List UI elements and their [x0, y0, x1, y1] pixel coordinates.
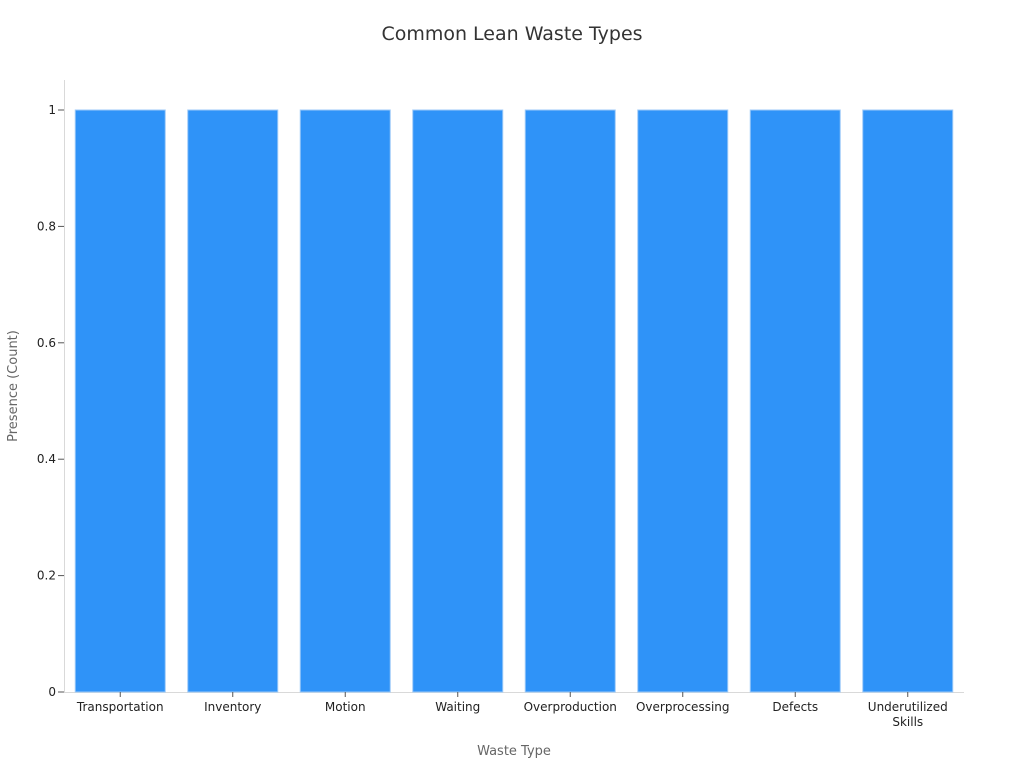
- x-axis-ticks: Transportation Inventory Motion Waiting Over…: [76, 692, 948, 729]
- x-tick-label: Waiting: [435, 700, 480, 714]
- x-tick-label-line: Skills: [892, 715, 923, 729]
- x-tick-label-line: Overproduction: [524, 700, 617, 714]
- x-tick-label: Overproduction: [524, 700, 617, 714]
- y-axis-ticks: 0 0.2 0.4 0.6 0.8 1: [37, 103, 64, 699]
- bar: [524, 109, 616, 693]
- y-tick-label: 1: [48, 103, 56, 117]
- x-tick-label-line: Motion: [325, 700, 366, 714]
- bar: [412, 109, 504, 693]
- y-tick-label: 0.4: [37, 452, 56, 466]
- chart-title: Common Lean Waste Types: [381, 23, 642, 45]
- x-tick-label-line: Overprocessing: [636, 700, 730, 714]
- y-tick-label: 0.8: [37, 219, 56, 233]
- x-tick-label-line: Waiting: [435, 700, 480, 714]
- x-tick-label: Underutilized Skills: [868, 700, 948, 729]
- x-axis-label: Waste Type: [477, 744, 551, 759]
- x-tick-label-line: Transportation: [76, 700, 164, 714]
- x-tick-label: Motion: [325, 700, 366, 714]
- y-tick-label: 0.6: [37, 336, 56, 350]
- bar: [862, 109, 954, 693]
- bar: [74, 109, 166, 693]
- x-tick-label-line: Defects: [772, 700, 818, 714]
- x-tick-label: Overprocessing: [636, 700, 730, 714]
- y-tick-label: 0: [48, 685, 56, 699]
- y-tick-label: 0.2: [37, 569, 56, 583]
- bar: [749, 109, 841, 693]
- x-tick-label: Defects: [772, 700, 818, 714]
- x-tick-label: Inventory: [204, 700, 261, 714]
- x-tick-label-line: Inventory: [204, 700, 261, 714]
- y-axis-label: Presence (Count): [6, 330, 21, 442]
- x-tick-label: Transportation: [76, 700, 164, 714]
- bars-group: [74, 109, 954, 693]
- bar: [637, 109, 729, 693]
- bar: [187, 109, 279, 693]
- bar: [299, 109, 391, 693]
- x-tick-label-line: Underutilized: [868, 700, 948, 714]
